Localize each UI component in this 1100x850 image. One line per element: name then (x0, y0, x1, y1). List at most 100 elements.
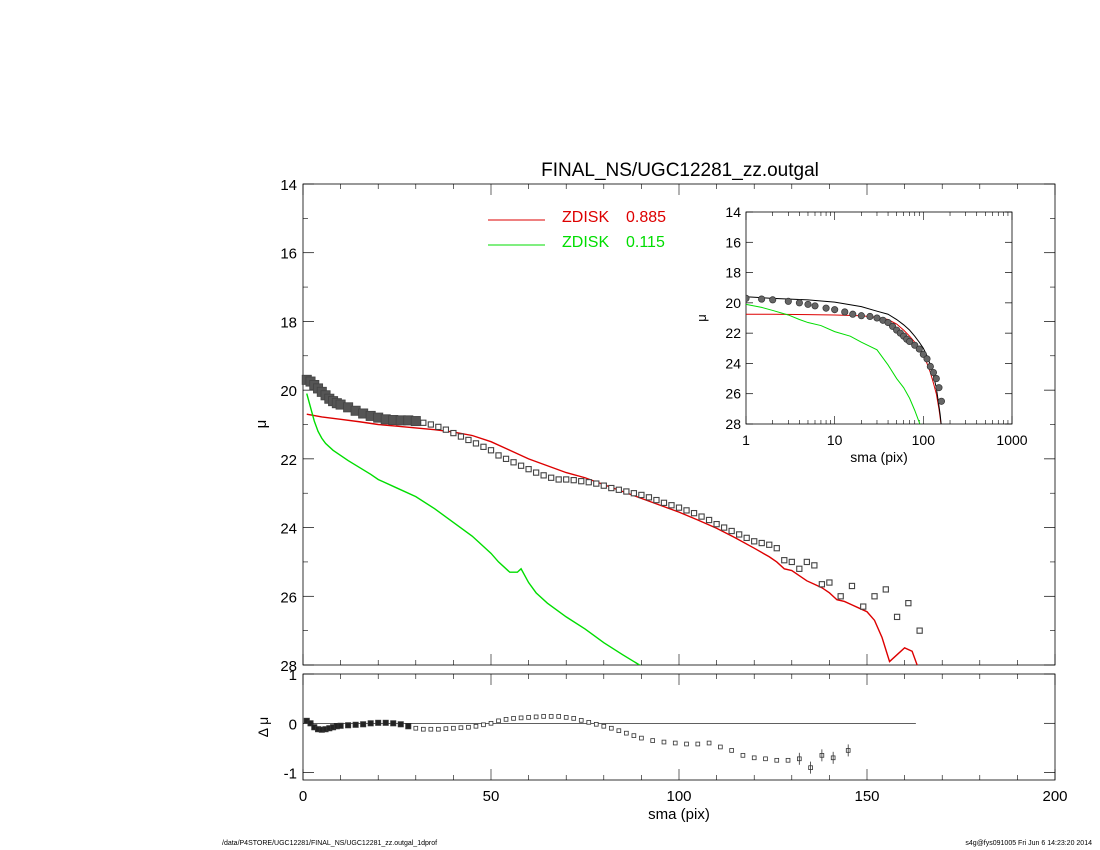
inset-data-points (746, 294, 945, 405)
residual-point (593, 721, 599, 727)
data-point (623, 488, 630, 495)
inset-ytick-label: 26 (725, 386, 741, 402)
data-point (420, 419, 427, 426)
residual-point (405, 723, 412, 730)
residual-point (451, 725, 456, 731)
data-point (653, 496, 660, 504)
inset-ytick-label: 24 (725, 355, 741, 371)
data-point (675, 504, 683, 511)
inset-y-label: μ (694, 314, 709, 322)
residual-point (473, 723, 479, 729)
residual-point (443, 726, 449, 732)
x-axis-label: sma (pix) (648, 806, 710, 823)
residual-point (307, 720, 314, 727)
inset-ytick-label: 14 (725, 204, 741, 220)
data-point (532, 469, 540, 476)
main-data-points (301, 374, 923, 634)
xtick-label: 200 (1042, 788, 1067, 805)
series-line (306, 413, 918, 665)
residual-point (421, 726, 426, 732)
legend-label-zdisk-0885: ZDISK (562, 209, 609, 226)
inset-xtick-label: 10 (827, 432, 843, 448)
inset-data-point (937, 397, 945, 405)
residual-ytick-label: 0 (289, 716, 297, 733)
residual-point (763, 756, 768, 762)
data-point (698, 513, 705, 520)
residual-point (533, 714, 539, 720)
inset-data-point (919, 350, 927, 358)
residual-point (578, 718, 584, 723)
inset-data-point (841, 308, 849, 316)
residual-point (672, 740, 678, 746)
inset-data-point (857, 312, 865, 320)
inset-x-label: sma (pix) (850, 449, 908, 465)
residual-point (496, 718, 501, 724)
data-point (502, 455, 510, 463)
main-ytick-label: 28 (280, 658, 297, 675)
residual-point (661, 739, 667, 745)
data-point (540, 472, 547, 479)
inset-data-point (932, 375, 940, 383)
legend-value-zdisk-0885: 0.885 (626, 209, 666, 226)
inset-ytick-label: 28 (725, 416, 741, 432)
residual-point (609, 725, 614, 731)
residual-point (631, 733, 637, 738)
inset-data-point (804, 300, 812, 308)
inset-xtick-label: 1000 (996, 432, 1027, 448)
residual-point (382, 719, 389, 726)
inset-series-lines (746, 296, 942, 424)
data-point (713, 520, 720, 528)
inset-series-line (746, 303, 921, 424)
data-point (555, 476, 562, 483)
inset-ytick-label: 16 (725, 234, 741, 250)
data-point (683, 507, 690, 514)
residual-point (624, 730, 629, 736)
data-point (803, 558, 810, 566)
residual-point (563, 715, 569, 720)
inset-data-point (822, 304, 830, 312)
inset-series-line (746, 313, 942, 424)
data-point (758, 539, 765, 547)
main-ytick-label: 16 (280, 246, 297, 263)
inset-ytick-label: 20 (725, 295, 741, 311)
data-point (668, 502, 675, 509)
data-point (818, 581, 826, 588)
data-point (788, 558, 795, 566)
inset-panel: 14 16 18 20 22 24 26 281 10 100 1000 μ sma (pix) (694, 204, 1028, 465)
data-point (472, 440, 480, 447)
residual-point (526, 715, 531, 720)
data-point (751, 538, 758, 545)
data-point (660, 499, 668, 506)
data-point (690, 509, 698, 517)
residual-point (375, 719, 382, 726)
residual-panel: 10-10 50 100 150 200 Δ μ sma (pix) (255, 667, 1068, 823)
residual-point (751, 755, 757, 761)
data-point (826, 579, 833, 586)
residual-point (616, 728, 622, 733)
data-point (525, 466, 532, 473)
inset-data-point (929, 368, 937, 377)
residual-point (511, 716, 516, 721)
residual-y-label: Δ μ (255, 717, 271, 738)
residual-point (428, 726, 434, 732)
data-point (442, 426, 450, 433)
residual-point (548, 714, 554, 719)
inset-ytick-label: 18 (725, 265, 741, 281)
data-point (766, 541, 773, 548)
data-point (916, 627, 923, 634)
residual-point (684, 741, 689, 747)
residual-point (458, 725, 464, 731)
data-point (882, 586, 889, 593)
inset-data-point (795, 299, 803, 307)
residual-point (488, 721, 494, 726)
main-y-label: μ (253, 420, 270, 429)
inset-data-point (873, 314, 881, 322)
inset-data-point (935, 384, 943, 392)
residual-point (639, 735, 644, 741)
data-point (480, 443, 487, 450)
data-point (645, 494, 653, 501)
data-point (871, 593, 878, 600)
residual-point (785, 757, 791, 763)
main-panel: 14 16 18 20 22 24 26 28 μ ZDISK 0.885 ZDISK 0.1… (253, 177, 1056, 675)
